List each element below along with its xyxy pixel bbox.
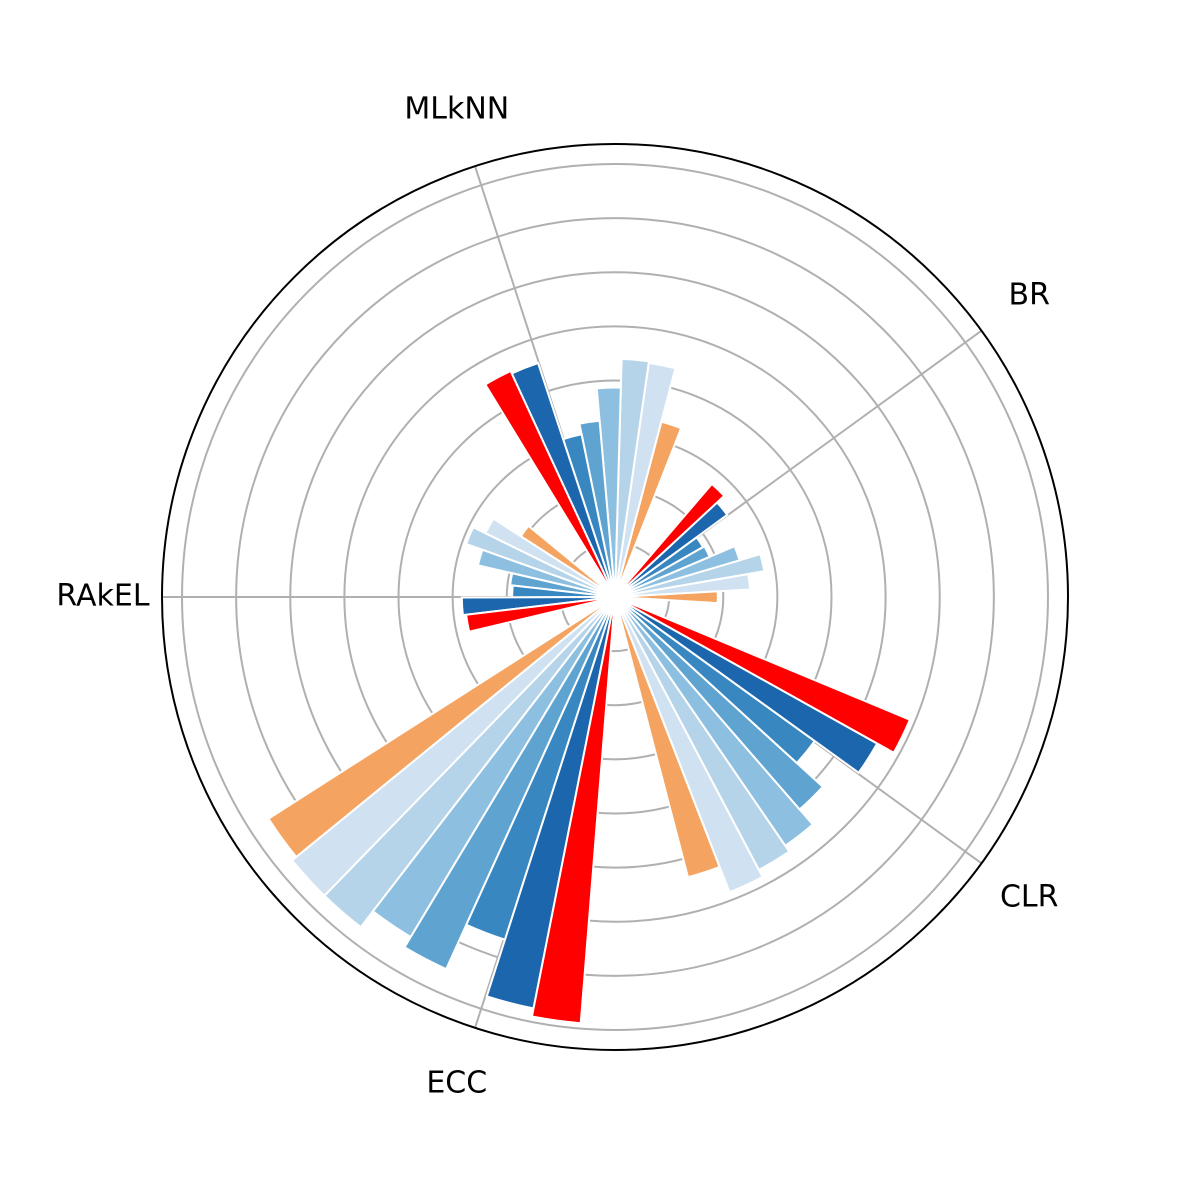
bar <box>614 596 765 894</box>
bar <box>509 572 616 598</box>
bar <box>614 357 651 598</box>
category-label: CLR <box>1000 879 1059 914</box>
bar <box>614 596 791 872</box>
bar <box>614 596 912 755</box>
bar <box>530 596 616 1025</box>
bar <box>476 548 616 598</box>
category-label: MLkNN <box>404 92 509 127</box>
bar <box>403 596 616 971</box>
bar <box>483 369 616 598</box>
bar <box>323 596 616 929</box>
bar <box>614 482 726 598</box>
bar <box>464 525 616 598</box>
category-label: RAkEL <box>56 579 149 614</box>
category-label: BR <box>1008 278 1049 313</box>
bar <box>614 596 825 811</box>
outer-frame <box>161 143 1069 1051</box>
category-label: ECC <box>426 1065 487 1100</box>
bar <box>465 596 616 633</box>
bar <box>614 596 815 848</box>
bar <box>595 386 622 598</box>
